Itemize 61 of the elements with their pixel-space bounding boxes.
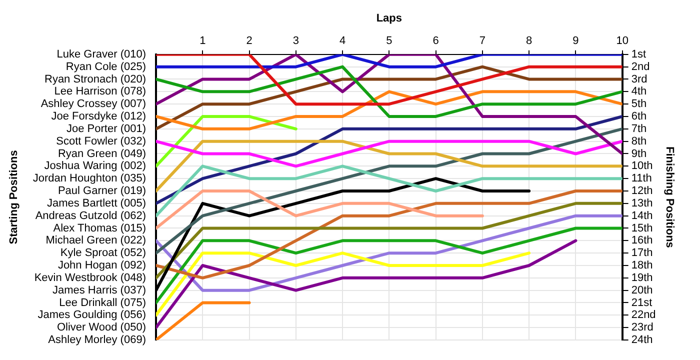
y-axis-title: Finishing Positions	[663, 146, 676, 248]
text: Lee Harrison (078)	[54, 86, 146, 98]
text: Alex Thomas (015)	[53, 222, 146, 234]
text: Ashley Crossey (007)	[40, 98, 146, 110]
text: John Hogan (092)	[58, 260, 146, 272]
y-tick-label: 23rd	[631, 322, 654, 334]
y-tick-label: 14th	[631, 210, 653, 222]
text: Michael Green (022)	[46, 234, 146, 247]
text: Kyle Sproat (052)	[60, 247, 146, 260]
y-tick-label: 4th	[631, 86, 647, 98]
y-tick-label: 13th	[631, 197, 653, 210]
x-axis-title: Laps	[376, 12, 402, 25]
y-tick-label: 21st	[631, 296, 652, 309]
text: Lee Drinkall (075)	[59, 296, 146, 309]
text: Joshua Waring (002)	[44, 160, 146, 172]
x-tick-label: 6	[432, 34, 439, 47]
text: Starting Positions	[8, 150, 20, 244]
y-tick-label: 1st	[631, 48, 646, 60]
text: James Bartlett (005)	[46, 197, 146, 210]
text: Ashley Morley (069)	[48, 334, 146, 346]
y-tick-label: 18th	[631, 260, 653, 272]
text: Jordan Houghton (035)	[32, 172, 146, 185]
y-tick-label: 22nd	[631, 309, 656, 322]
x-tick-label: 10	[616, 34, 628, 47]
y-tick-label: 15th	[631, 222, 653, 234]
text: Ryan Cole (025)	[66, 60, 146, 73]
y-tick-label: 3rd	[631, 73, 648, 86]
x-tick-label: 5	[386, 34, 392, 47]
x-tick-label: 2	[246, 34, 252, 47]
text: Ryan Stronach (020)	[44, 73, 146, 86]
y-tick-label: 16th	[631, 234, 653, 247]
y-tick-label: 8th	[631, 135, 647, 148]
x-tick-label: 8	[526, 34, 532, 47]
text: Ryan Green (049)	[58, 148, 146, 160]
text: Luke Graver (010)	[56, 48, 146, 60]
x-tick-label: 9	[572, 34, 579, 47]
text: Kevin Westbrook (048)	[34, 272, 146, 284]
text: Andreas Gutzold (062)	[35, 210, 146, 222]
y-tick-label: 2nd	[631, 60, 650, 73]
text: James Goulding (056)	[38, 309, 146, 322]
text: Oliver Wood (050)	[56, 322, 146, 334]
text: Scott Fowler (032)	[56, 135, 146, 148]
x-tick-label: 4	[339, 34, 346, 47]
x-tick-label: 7	[479, 34, 486, 47]
y-tick-label: 12th	[631, 185, 653, 198]
text: James Harris (037)	[52, 284, 146, 296]
y-tick-label: 17th	[631, 247, 653, 260]
y-tick-label: 20th	[631, 284, 653, 296]
text: Joe Porter (001)	[66, 122, 146, 135]
y-tick-label: 9th	[631, 148, 647, 160]
x-tick-label: 3	[292, 34, 299, 47]
y-tick-label: 11th	[631, 172, 652, 185]
y-tick-label: 10th	[631, 160, 653, 172]
y-tick-label: 19th	[631, 272, 653, 284]
text: Paul Garner (019)	[58, 185, 146, 198]
text: Joe Forsdyke (012)	[51, 110, 146, 123]
y-tick-label: 24th	[631, 334, 653, 346]
y-tick-label: 6th	[631, 110, 647, 123]
y-tick-label: 5th	[631, 98, 647, 110]
y-tick-label: 7th	[631, 122, 647, 135]
x-tick-label: 1	[200, 34, 206, 47]
